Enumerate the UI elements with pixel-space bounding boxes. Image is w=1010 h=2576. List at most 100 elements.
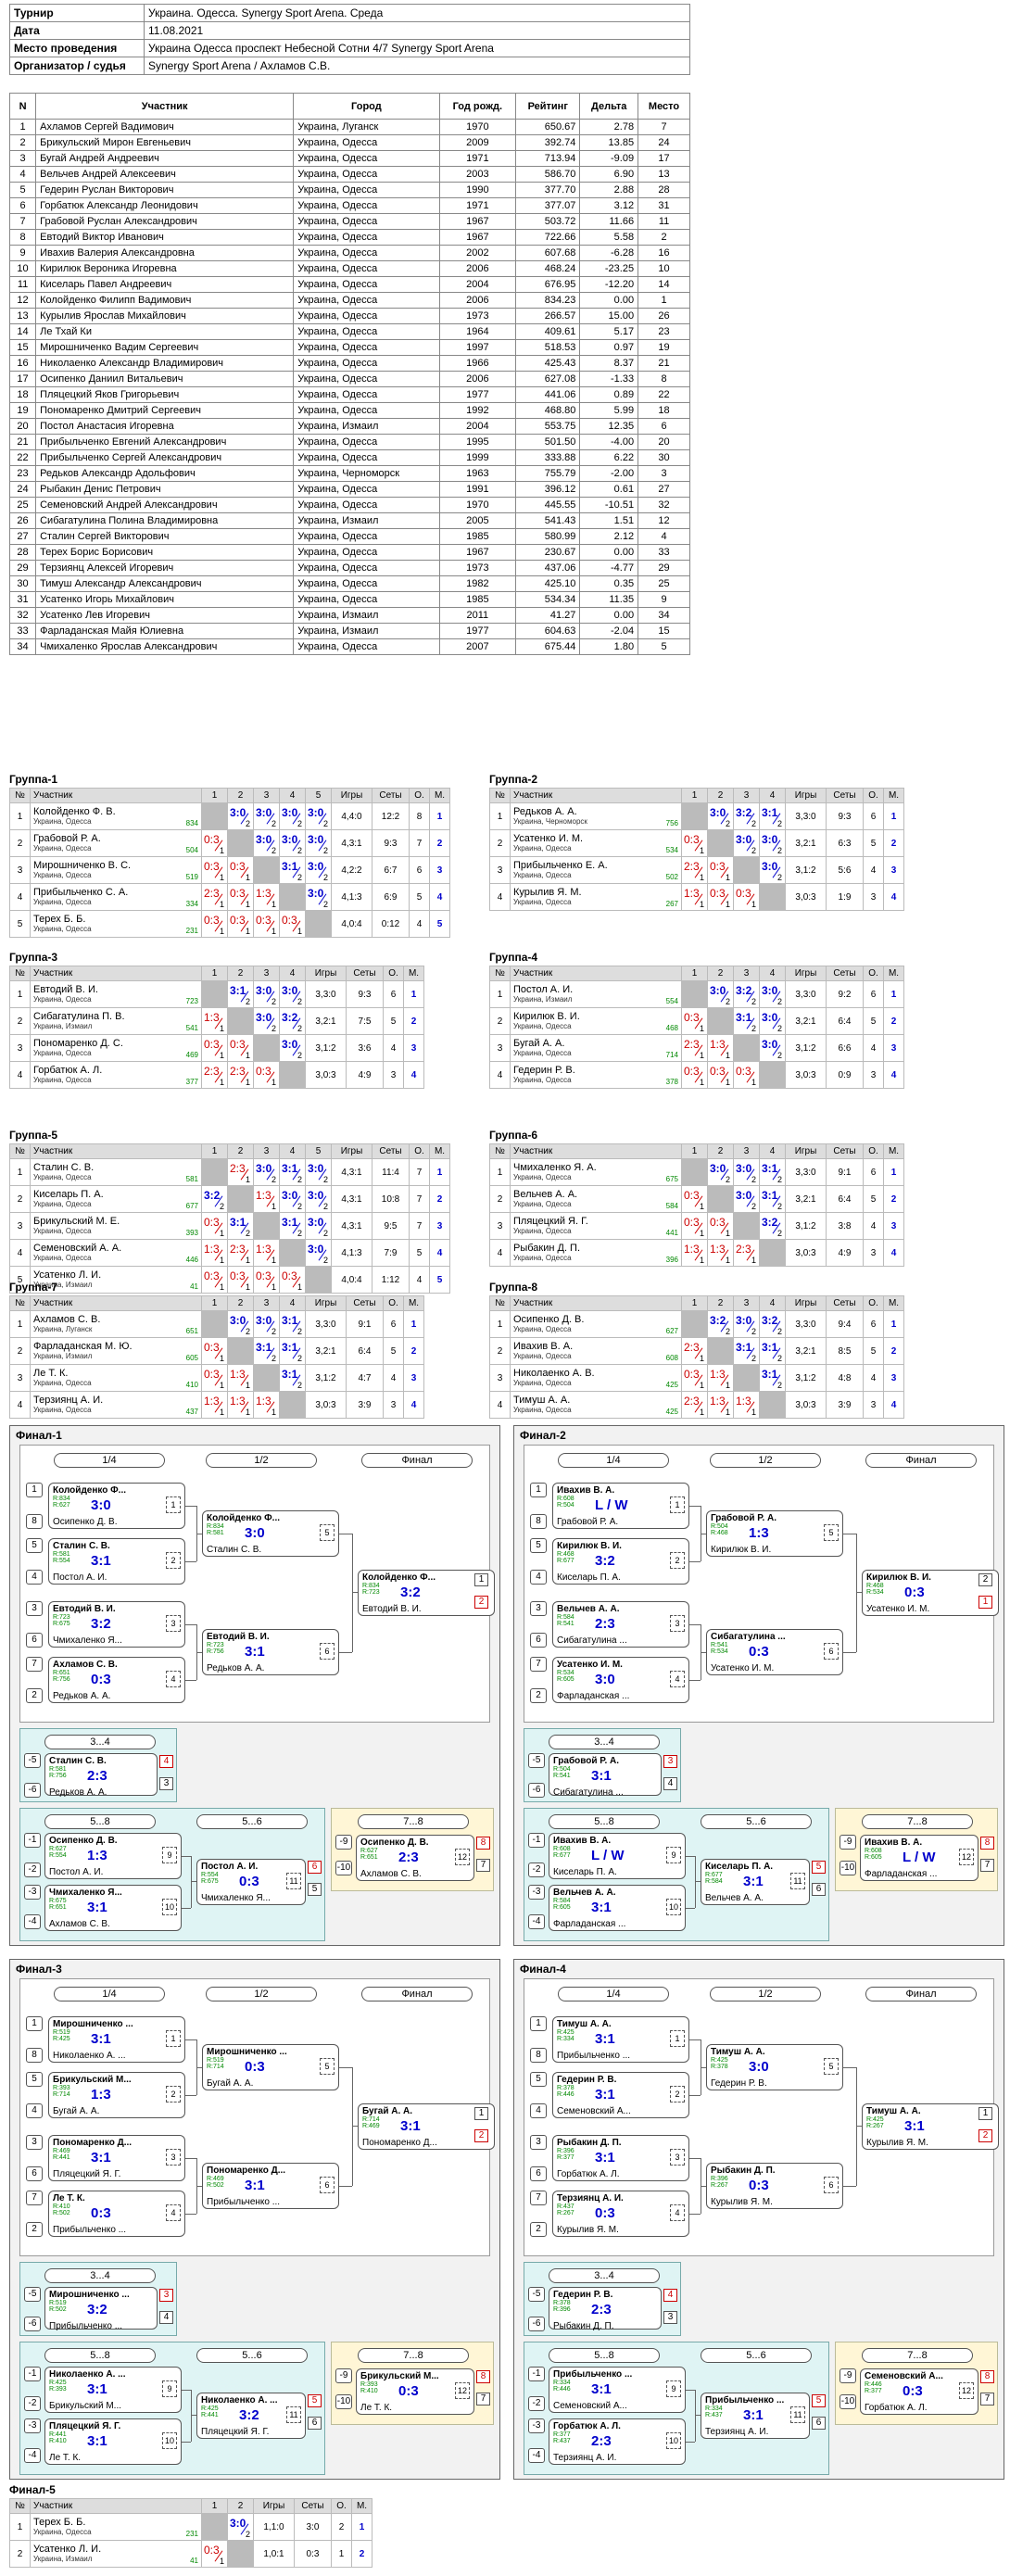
self-cell [305, 1266, 332, 1294]
seventh-place-bracket: 7...8 -9 -10 Брикульский М... R:393 R:410 0:3 Л… [331, 2342, 494, 2425]
place-cell: 2 [403, 1337, 424, 1365]
participant-cell: Украина, Одесса [293, 371, 440, 387]
connector-line [856, 2067, 857, 2186]
match-rating: R:519 [49, 2300, 67, 2306]
self-cell [201, 802, 228, 830]
col-opponent: 4 [279, 1143, 306, 1159]
games-cell: 3,2:1 [785, 1007, 827, 1035]
match-box: Горбатюк А. Л. R:377 R:437 2:3 Терзиянц А. И… [549, 2418, 686, 2465]
col-place: М. [883, 1295, 904, 1311]
col-place: М. [429, 1143, 450, 1159]
seed-number: -4 [528, 2448, 545, 2463]
participant-cell: 15.00 [579, 308, 639, 324]
set-score: 0:3 [282, 914, 297, 927]
participant-cell: 2 [8, 134, 37, 151]
games-cell: 3,1:2 [305, 1364, 347, 1392]
row-number: 1 [9, 1158, 31, 1186]
participant-cell: 8 [638, 371, 690, 387]
match-points: 2 [271, 846, 276, 855]
sets-cell: 9:1 [346, 1310, 384, 1338]
player-city: Украина, Одесса 504 [33, 843, 198, 854]
participant-cell: -23.25 [579, 260, 639, 277]
participant-cell: 20 [8, 418, 37, 435]
self-cell [227, 2540, 254, 2568]
match-box: Усатенко И. М. R:534 R:605 3:0 Фарладанская … [552, 1657, 689, 1703]
match-number: 3 [670, 1615, 685, 1632]
set-score: 1:3 [230, 1395, 246, 1408]
player-name: Редьков А. А. [513, 805, 577, 817]
self-cell [681, 1158, 708, 1186]
match-points: 2 [322, 1202, 328, 1211]
row-number: 2 [9, 829, 31, 857]
score-cell: 1:3 1 [253, 1239, 280, 1267]
player-name: Усатенко Л. И. [33, 1269, 102, 1281]
seed-number: 6 [530, 2166, 547, 2181]
participant-cell: 28 [638, 182, 690, 198]
player-name: Сибагатулина П. В. [33, 1010, 125, 1022]
match-ratings: R:441 R:410 [49, 2431, 67, 2444]
points-cell: 5 [863, 829, 884, 857]
participant-cell: 7 [638, 119, 690, 135]
set-score: 3:1 [282, 1216, 298, 1229]
match-points: 1 [219, 2557, 224, 2566]
col-games: Игры [253, 2498, 295, 2514]
score-cell: 3:0 2 [253, 1310, 280, 1338]
match-points: 2 [725, 1327, 730, 1336]
place-cell: 1 [403, 980, 424, 1008]
participant-row: 34 Чмихаленко Ярослав Александрович Украин… [8, 638, 690, 655]
match-player-2: Кирилюк В. И. [711, 1545, 772, 1555]
points-cell: 2 [331, 2513, 352, 2541]
round-header: 1/4 [558, 1453, 669, 1468]
participant-cell: Украина, Одесса [293, 323, 440, 340]
seed-number: -3 [24, 2418, 41, 2433]
match-rating: R:834 [53, 1496, 70, 1502]
match-ratings: R:396 R:267 [711, 2176, 728, 2189]
match-player-2: Редьков А. А. [49, 1787, 107, 1798]
match-points: 1 [245, 1078, 250, 1087]
match-player-1: Ивахив В. А. [557, 1485, 615, 1496]
connector-line [843, 2186, 856, 2187]
player-rating: 334 [185, 899, 198, 908]
participant-cell: -2.00 [579, 465, 639, 482]
player-rating: 396 [665, 1255, 678, 1264]
player-name: Николаенко А. В. [513, 1367, 595, 1379]
games-cell: 3,3:0 [785, 980, 827, 1008]
participant-cell: 29 [638, 560, 690, 576]
match-rating: R:584 [553, 1898, 571, 1904]
match-score: 2:3 [595, 1616, 615, 1632]
final-place: 8 [476, 2370, 490, 2383]
match-rating: R:446 [865, 2381, 882, 2388]
player-city: Украина, Одесса 502 [513, 870, 678, 881]
seed-number: -6 [24, 1783, 41, 1798]
set-score: 3:2 [762, 1216, 778, 1229]
set-score: 3:1 [230, 1216, 246, 1229]
match-player-1: Пономаренко Д... [53, 2138, 133, 2148]
match-player-1: Сталин С. В. [53, 1541, 110, 1551]
row-number: 2 [9, 1337, 31, 1365]
col-games: Игры [305, 966, 347, 981]
connector-line [695, 1856, 696, 1908]
col-opponent: 4 [759, 1295, 786, 1311]
score-cell: 3:1 2 [279, 1364, 306, 1392]
participant-cell: 1 [638, 292, 690, 309]
match-points: 1 [245, 1256, 250, 1265]
score-cell: 3:2 2 [733, 802, 760, 830]
participant-cell: -9.09 [579, 150, 639, 167]
participant-row: 1 Ахламов Сергей Вадимович Украина, Луганс… [8, 119, 690, 135]
participant-cell: Украина, Измаил [293, 418, 440, 435]
self-cell [227, 1185, 254, 1213]
player-cell: Чмихаленко Я. А. Украина, Одесса 675 [510, 1158, 682, 1186]
match-rating: R:677 [553, 1852, 571, 1859]
player-rating: 584 [665, 1201, 678, 1210]
self-cell [253, 1364, 280, 1392]
match-rating: R:378 [557, 2085, 574, 2091]
match-player-2: Ахламов С. В. [49, 1919, 110, 1929]
player-cell: Прибыльченко Е. А. Украина, Одесса 502 [510, 856, 682, 884]
points-cell: 4 [409, 910, 430, 938]
participant-cell: Украина, Одесса [293, 197, 440, 214]
seed-number: 8 [26, 2048, 43, 2063]
match-rating: R:584 [705, 1878, 723, 1885]
player-rating: 651 [185, 1326, 198, 1335]
match-rating: R:756 [49, 1773, 67, 1779]
score-cell: 0:3 1 [227, 856, 254, 884]
